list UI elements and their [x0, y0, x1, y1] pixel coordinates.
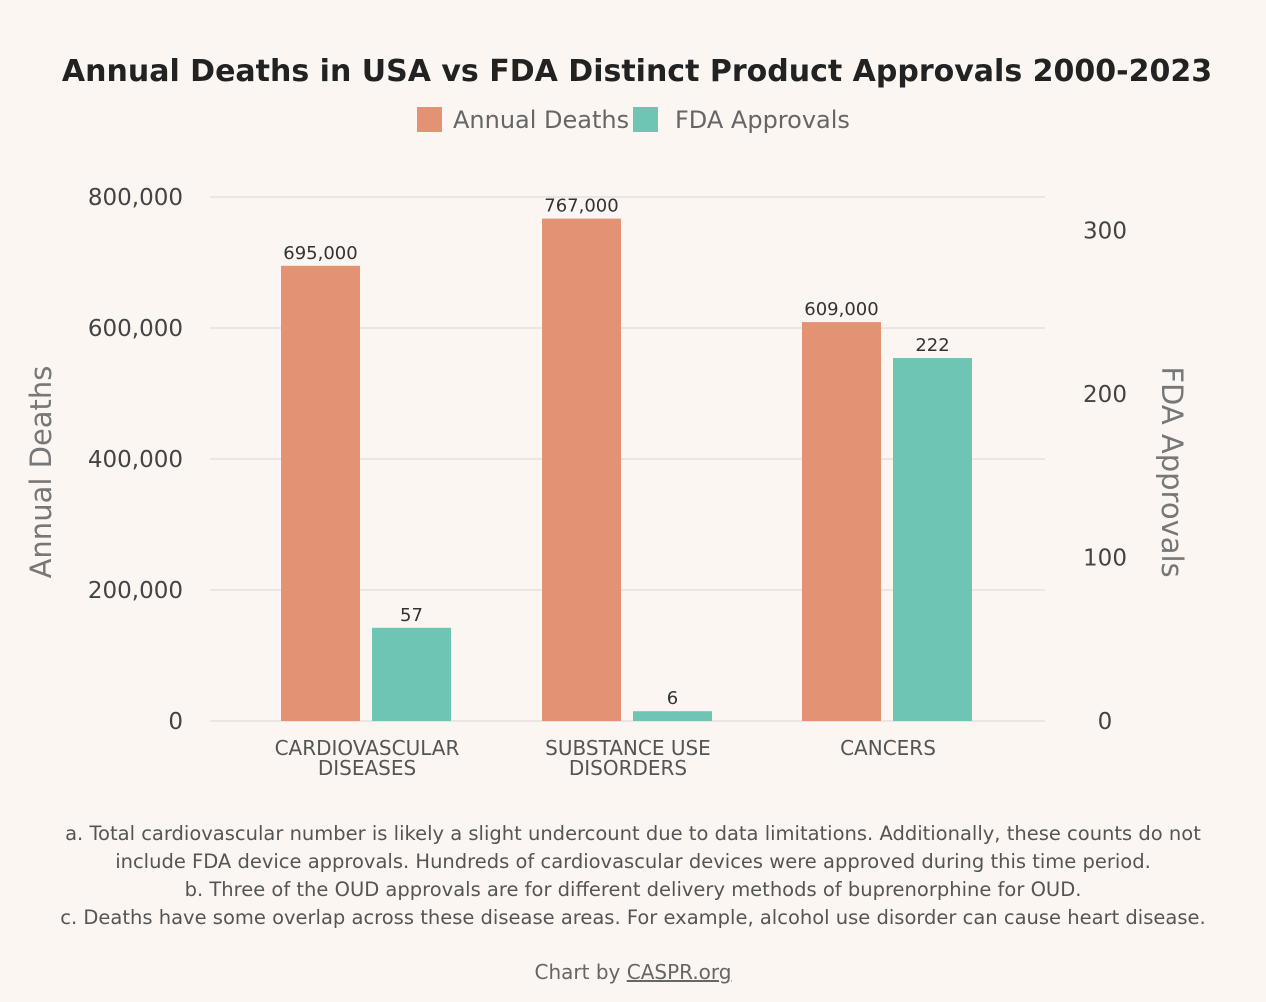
data-label: 695,000	[283, 243, 357, 264]
x-tick-label: DISEASES	[318, 756, 416, 780]
y2-tick-label: 100	[1083, 546, 1127, 572]
y2-tick-label: 200	[1083, 382, 1127, 408]
caspr-link[interactable]: CASPR.org	[626, 960, 732, 984]
data-label: 6	[667, 688, 678, 709]
legend-label-annual-deaths[interactable]: Annual Deaths	[453, 106, 629, 134]
x-tick-label: CARDIOVASCULAR	[275, 736, 460, 760]
footnote-c: c. Deaths have some overlap across these…	[60, 906, 1206, 929]
chart-credit: Chart by CASPR.org	[0, 960, 1266, 984]
credit-prefix: Chart by	[534, 960, 627, 984]
y-axis-label: Annual Deaths	[24, 366, 58, 579]
bar-fda-approvals[interactable]	[633, 711, 712, 721]
x-tick-label: SUBSTANCE USE	[545, 736, 711, 760]
data-label: 767,000	[544, 196, 618, 217]
bar-annual-deaths[interactable]	[802, 322, 881, 721]
bar-fda-approvals[interactable]	[372, 627, 451, 721]
x-tick-label: DISORDERS	[569, 756, 687, 780]
data-label: 57	[400, 605, 423, 626]
chart: Annual Deaths in USA vs FDA Distinct Pro…	[24, 54, 1212, 780]
legend-label-fda-approvals[interactable]: FDA Approvals	[675, 106, 850, 134]
data-label: 222	[915, 335, 949, 356]
x-tick-label: CANCERS	[840, 736, 936, 760]
footnotes: a. Total cardiovascular number is likely…	[0, 820, 1266, 932]
footnote-b: b. Three of the OUD approvals are for di…	[184, 878, 1082, 901]
legend: Annual Deaths FDA Approvals	[417, 106, 850, 134]
footnote-a: a. Total cardiovascular number is likely…	[65, 822, 1201, 873]
legend-swatch-annual-deaths	[417, 107, 442, 132]
y-tick-label: 800,000	[88, 185, 183, 211]
y-tick-label: 600,000	[88, 316, 183, 342]
data-label: 609,000	[804, 299, 878, 320]
chart-title: Annual Deaths in USA vs FDA Distinct Pro…	[62, 54, 1212, 89]
bar-fda-approvals[interactable]	[893, 358, 972, 721]
y-tick-label: 0	[168, 709, 183, 735]
y2-tick-label: 0	[1098, 709, 1113, 735]
bar-annual-deaths[interactable]	[542, 218, 621, 722]
y-tick-label: 400,000	[88, 447, 183, 473]
y2-tick-label: 300	[1083, 219, 1127, 245]
legend-swatch-fda-approvals	[633, 107, 658, 132]
y-tick-label: 200,000	[88, 578, 183, 604]
y2-axis-label: FDA Approvals	[1155, 366, 1189, 577]
bar-annual-deaths[interactable]	[281, 265, 360, 721]
